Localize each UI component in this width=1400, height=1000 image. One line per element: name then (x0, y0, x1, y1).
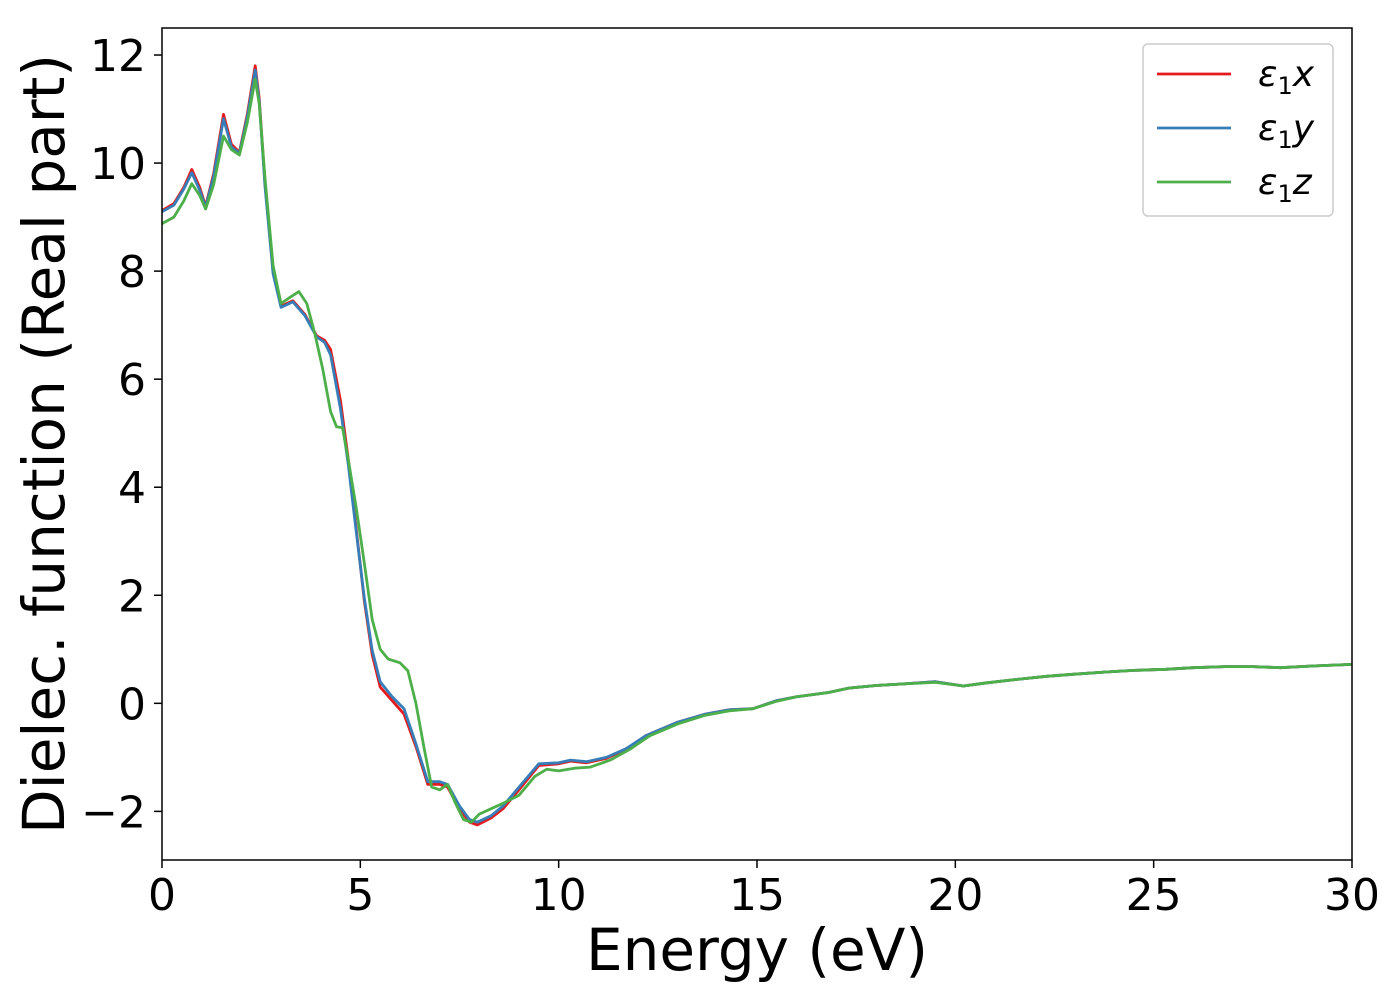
y-axis-ticks: −2 0 2 4 6 8 10 12 (81, 31, 162, 838)
legend-box (1142, 43, 1334, 217)
y-tick-label: 0 (118, 679, 146, 730)
legend-label-y: ε1y (1258, 108, 1315, 154)
y-tick-label: 10 (90, 139, 146, 190)
x-tick-label: 10 (531, 870, 587, 921)
x-tick-label: 20 (927, 870, 983, 921)
legend: ε1x ε1y ε1z (1142, 43, 1334, 217)
y-tick-label: 2 (118, 571, 146, 622)
series-line-z (162, 77, 1352, 824)
x-tick-label: 30 (1324, 870, 1380, 921)
x-tick-label: 15 (729, 870, 785, 921)
x-tick-label: 0 (148, 870, 176, 921)
y-tick-label: 8 (118, 247, 146, 298)
legend-label-x: ε1x (1258, 54, 1315, 100)
y-tick-label: 4 (118, 463, 146, 514)
y-axis-label: Dielec. function (Real part) (10, 54, 78, 834)
y-tick-label: −2 (81, 787, 146, 838)
y-tick-label: 12 (90, 31, 146, 82)
x-axis-label: Energy (eV) (586, 916, 928, 984)
x-tick-label: 5 (346, 870, 374, 921)
y-tick-label: 6 (118, 355, 146, 406)
series-layer (162, 64, 1352, 827)
legend-label-z: ε1z (1258, 162, 1313, 208)
x-axis-ticks: 0 5 10 15 20 25 30 (148, 860, 1380, 921)
x-tick-label: 25 (1126, 870, 1182, 921)
